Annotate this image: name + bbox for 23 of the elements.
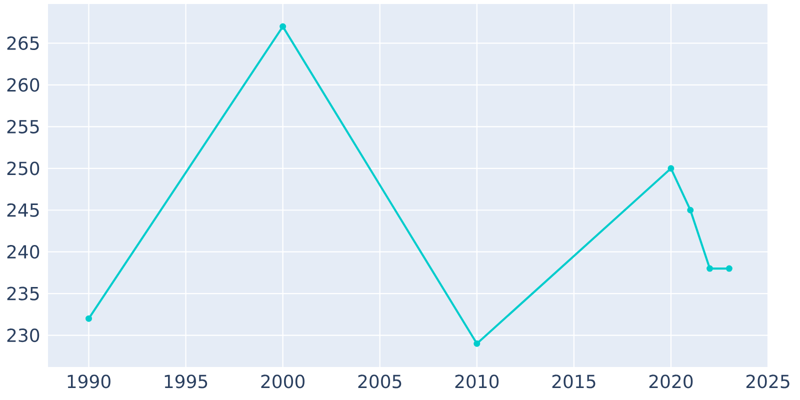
- x-tick-label: 2005: [358, 374, 402, 388]
- point: [726, 265, 732, 272]
- x-tick-label: 1995: [164, 374, 208, 388]
- point: [687, 206, 694, 214]
- x-tick-label: 1990: [68, 374, 110, 388]
- x-tick-label: 2000: [261, 374, 304, 388]
- y-tick-label: 245: [7, 203, 39, 217]
- x-tick-label: 2015: [552, 374, 596, 388]
- y-tick-label: 235: [7, 286, 39, 300]
- x-tick-label: 2020: [649, 374, 693, 388]
- y-tick-label: 230: [7, 328, 40, 342]
- x-tick-label: 2010: [455, 374, 499, 388]
- y-tick-label: 265: [7, 36, 39, 50]
- y-tick-label: 240: [7, 245, 40, 259]
- y-tick-label: 250: [7, 162, 40, 176]
- point: [706, 265, 714, 272]
- point: [86, 315, 92, 322]
- y-tick-label: 255: [7, 120, 39, 134]
- x-tick-label: 2025: [746, 374, 790, 388]
- point: [668, 165, 674, 172]
- point: [474, 340, 480, 347]
- y-tick-label: 260: [7, 78, 40, 92]
- point: [280, 23, 286, 30]
